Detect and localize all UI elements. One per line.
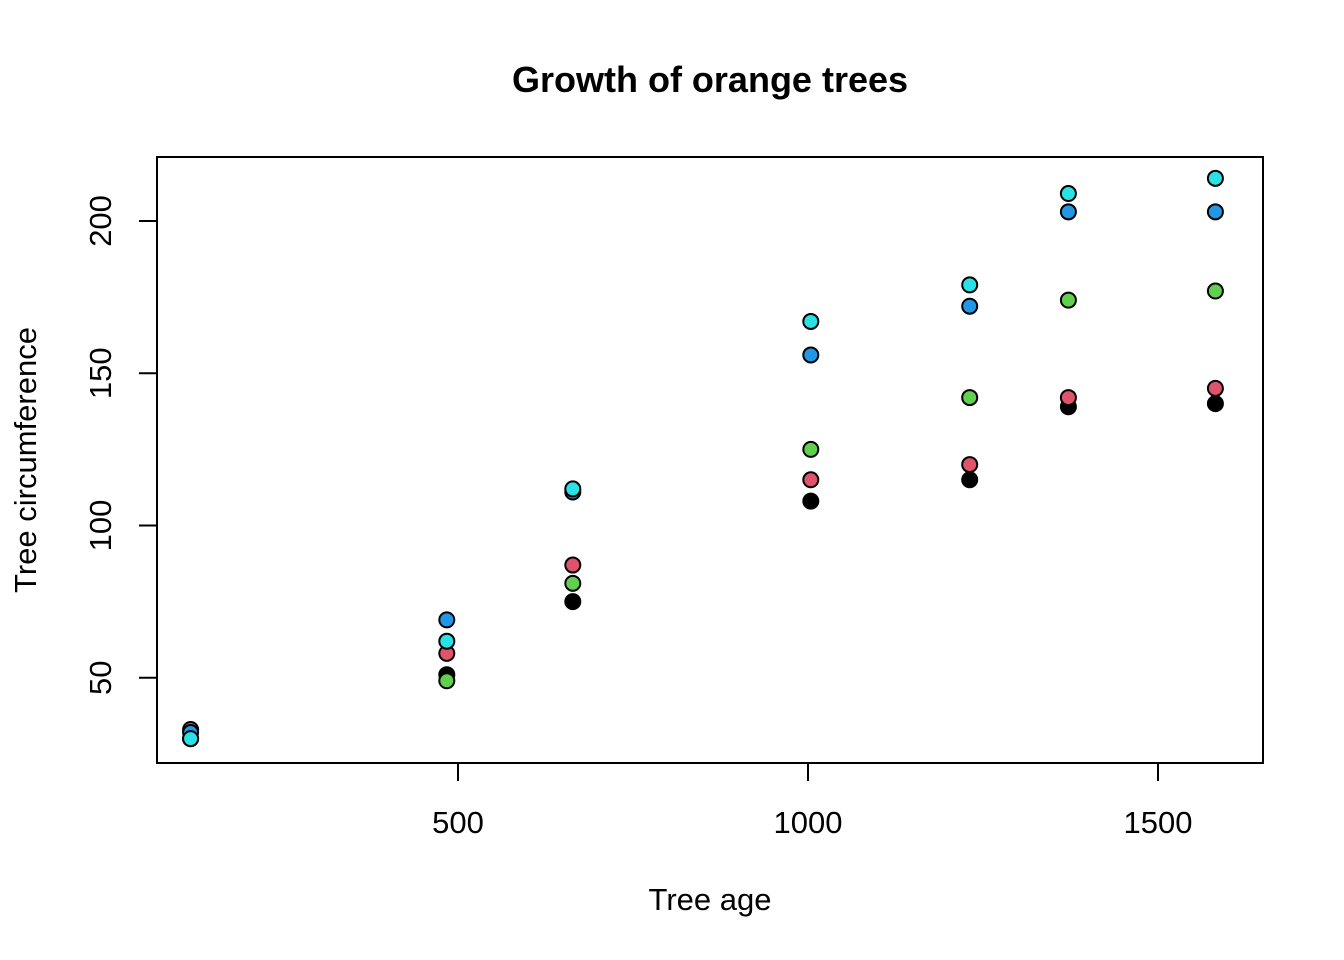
y-tick-label: 50 [83, 660, 118, 694]
data-point [802, 346, 820, 364]
data-point [961, 456, 979, 474]
x-tick-label: 1000 [774, 805, 843, 840]
chart-title: Growth of orange trees [512, 59, 908, 100]
y-tick-label: 200 [83, 195, 118, 247]
data-point [1059, 203, 1077, 221]
y-axis-label: Tree circumference [8, 327, 43, 593]
data-point [182, 730, 200, 748]
data-point [564, 556, 582, 574]
data-point [961, 471, 979, 489]
data-point [802, 312, 820, 330]
data-point [564, 480, 582, 498]
data-point [1206, 282, 1224, 300]
data-point [802, 492, 820, 510]
data-point [438, 611, 456, 629]
data-point [1059, 291, 1077, 309]
data-points [182, 169, 1224, 748]
y-tick-label: 150 [83, 347, 118, 399]
y-tick-label: 100 [83, 500, 118, 552]
data-point [1059, 389, 1077, 407]
data-point [564, 593, 582, 611]
data-point [802, 440, 820, 458]
data-point [438, 672, 456, 690]
data-point [1206, 379, 1224, 397]
data-point [1206, 203, 1224, 221]
plot-area [156, 156, 1264, 764]
x-axis: 500 1000 1500 [432, 762, 1193, 840]
data-point [961, 297, 979, 315]
y-axis: 50 100 150 200 [83, 195, 158, 695]
data-point [438, 632, 456, 650]
data-point [961, 389, 979, 407]
data-point [1206, 395, 1224, 413]
x-tick-label: 1500 [1124, 805, 1193, 840]
data-point [1206, 169, 1224, 187]
x-tick-label: 500 [432, 805, 484, 840]
data-point [961, 276, 979, 294]
data-point [802, 471, 820, 489]
data-point [564, 574, 582, 592]
data-point [1059, 185, 1077, 203]
x-axis-label: Tree age [649, 882, 772, 917]
